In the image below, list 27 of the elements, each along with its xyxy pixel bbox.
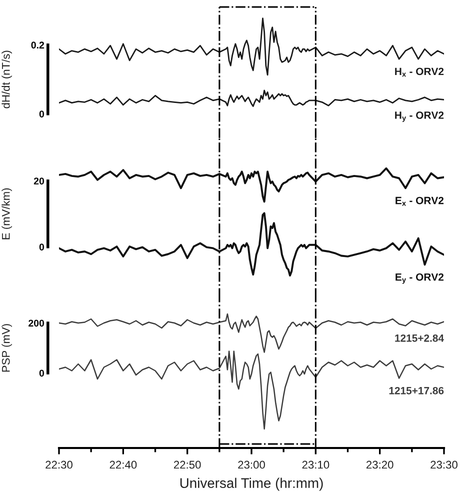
x-tick-label: 23:00 [238,460,265,469]
y-tick-label: 200 [28,320,44,327]
x-tick-label: 23:20 [366,460,394,469]
line-series [59,350,444,430]
x-tick-label: 22:30 [46,460,72,469]
x-tick-label: 22:50 [174,460,201,469]
series-label: H$_{y}$ - ORV2 [395,112,444,122]
y-tick-label: 0 [39,110,44,118]
x-tick-label: 23:30 [430,460,458,469]
line-series [59,90,444,107]
x-tick-label: 22:40 [110,460,137,469]
y-tick-label: 0 [39,370,44,377]
y-tick-label: 0 [39,244,44,250]
line-series [59,313,444,353]
y-tick-label: 20 [34,178,44,185]
y-axis-title: dH/dt (nT/s) [2,50,12,108]
line-series [59,18,444,76]
series-label: H$_{x}$ - ORV2 [395,68,444,77]
y-axis-title: E (mV/km) [2,188,12,240]
series-label: E$_{y}$ - ORV2 [396,273,444,284]
x-axis-title: Universal Time (hr:mm) [180,478,323,491]
series-label: 1215+17.86 [389,386,444,394]
y-tick-label: 0.2 [31,42,44,49]
x-tick-label: 23:10 [302,460,330,469]
series-label: E$_{x}$ - ORV2 [396,196,444,206]
series-label: 1215+2.84 [395,334,444,342]
y-axis-title: PSP (mV) [2,324,12,372]
